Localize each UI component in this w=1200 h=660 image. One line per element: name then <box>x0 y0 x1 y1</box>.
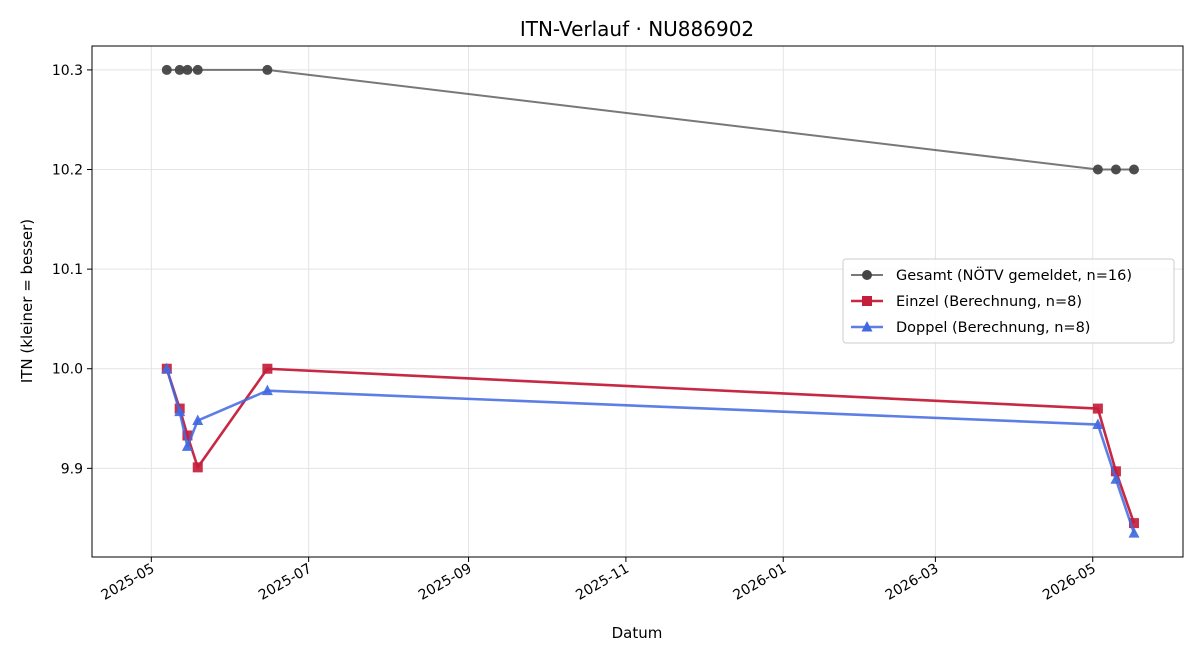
legend: Gesamt (NÖTV gemeldet, n=16) Einzel (Bere… <box>842 258 1175 344</box>
x-tick-label: 2025-07 <box>256 561 315 604</box>
legend-item: Gesamt (NÖTV gemeldet, n=16) <box>851 266 1132 284</box>
y-tick-label: 10.1 <box>52 262 83 278</box>
y-axis: 9.9 10.0 10.1 10.2 10.3 <box>52 63 92 477</box>
y-axis-label: ITN (kleiner = besser) <box>18 219 36 383</box>
data-point <box>1128 527 1140 538</box>
series-line <box>165 368 1136 534</box>
data-point <box>161 64 172 75</box>
data-point <box>1110 466 1121 477</box>
data-point <box>1128 164 1139 175</box>
data-point <box>1092 164 1103 175</box>
data-point <box>192 414 204 426</box>
data-point <box>262 363 273 374</box>
series-line <box>166 68 1134 171</box>
x-tick-label: 2025-11 <box>573 561 632 604</box>
data-point <box>174 405 186 417</box>
chart-title: ITN-Verlauf · NU886902 <box>520 17 754 41</box>
data-point <box>1110 164 1121 175</box>
legend-label: Doppel (Berechnung, n=8) <box>896 320 1090 336</box>
data-point <box>182 64 193 75</box>
data-point <box>174 64 185 75</box>
legend-item: Einzel (Berechnung, n=8) <box>851 294 1082 310</box>
data-point <box>182 430 193 441</box>
legend-item: Doppel (Berechnung, n=8) <box>851 320 1090 336</box>
y-tick-label: 10.3 <box>52 63 83 79</box>
plot-frame <box>91 45 1184 558</box>
data-point <box>192 64 203 75</box>
y-tick-label: 10.2 <box>52 163 83 179</box>
x-tick-label: 2025-09 <box>416 561 475 604</box>
x-tick-label: 2026-05 <box>1040 561 1099 604</box>
y-tick-label: 9.9 <box>61 461 83 477</box>
legend-box <box>842 258 1175 344</box>
data-point <box>181 440 193 451</box>
data-point <box>192 462 203 473</box>
data-point <box>261 384 273 396</box>
data-point <box>262 64 273 75</box>
legend-label: Einzel (Berechnung, n=8) <box>896 294 1082 310</box>
data-point <box>1092 418 1104 430</box>
y-tick-label: 10.0 <box>52 362 83 378</box>
series-layer <box>161 64 1140 538</box>
x-tick-label: 2025-05 <box>99 561 158 604</box>
data-point <box>1110 473 1122 484</box>
data-point <box>1092 403 1103 414</box>
data-point <box>862 296 872 306</box>
series <box>161 64 1139 175</box>
x-axis-label: Datum <box>612 624 663 642</box>
data-point <box>161 362 173 374</box>
x-tick-label: 2026-03 <box>883 561 942 604</box>
x-axis: 2025-05 2025-07 2025-09 2025-11 2026-01 2026-… <box>99 557 1099 604</box>
x-tick-label: 2026-01 <box>731 561 790 604</box>
data-point <box>861 321 873 332</box>
series <box>161 362 1140 538</box>
data-point <box>862 270 872 280</box>
legend-label: Gesamt (NÖTV gemeldet, n=16) <box>896 266 1132 284</box>
data-point <box>1128 518 1139 529</box>
